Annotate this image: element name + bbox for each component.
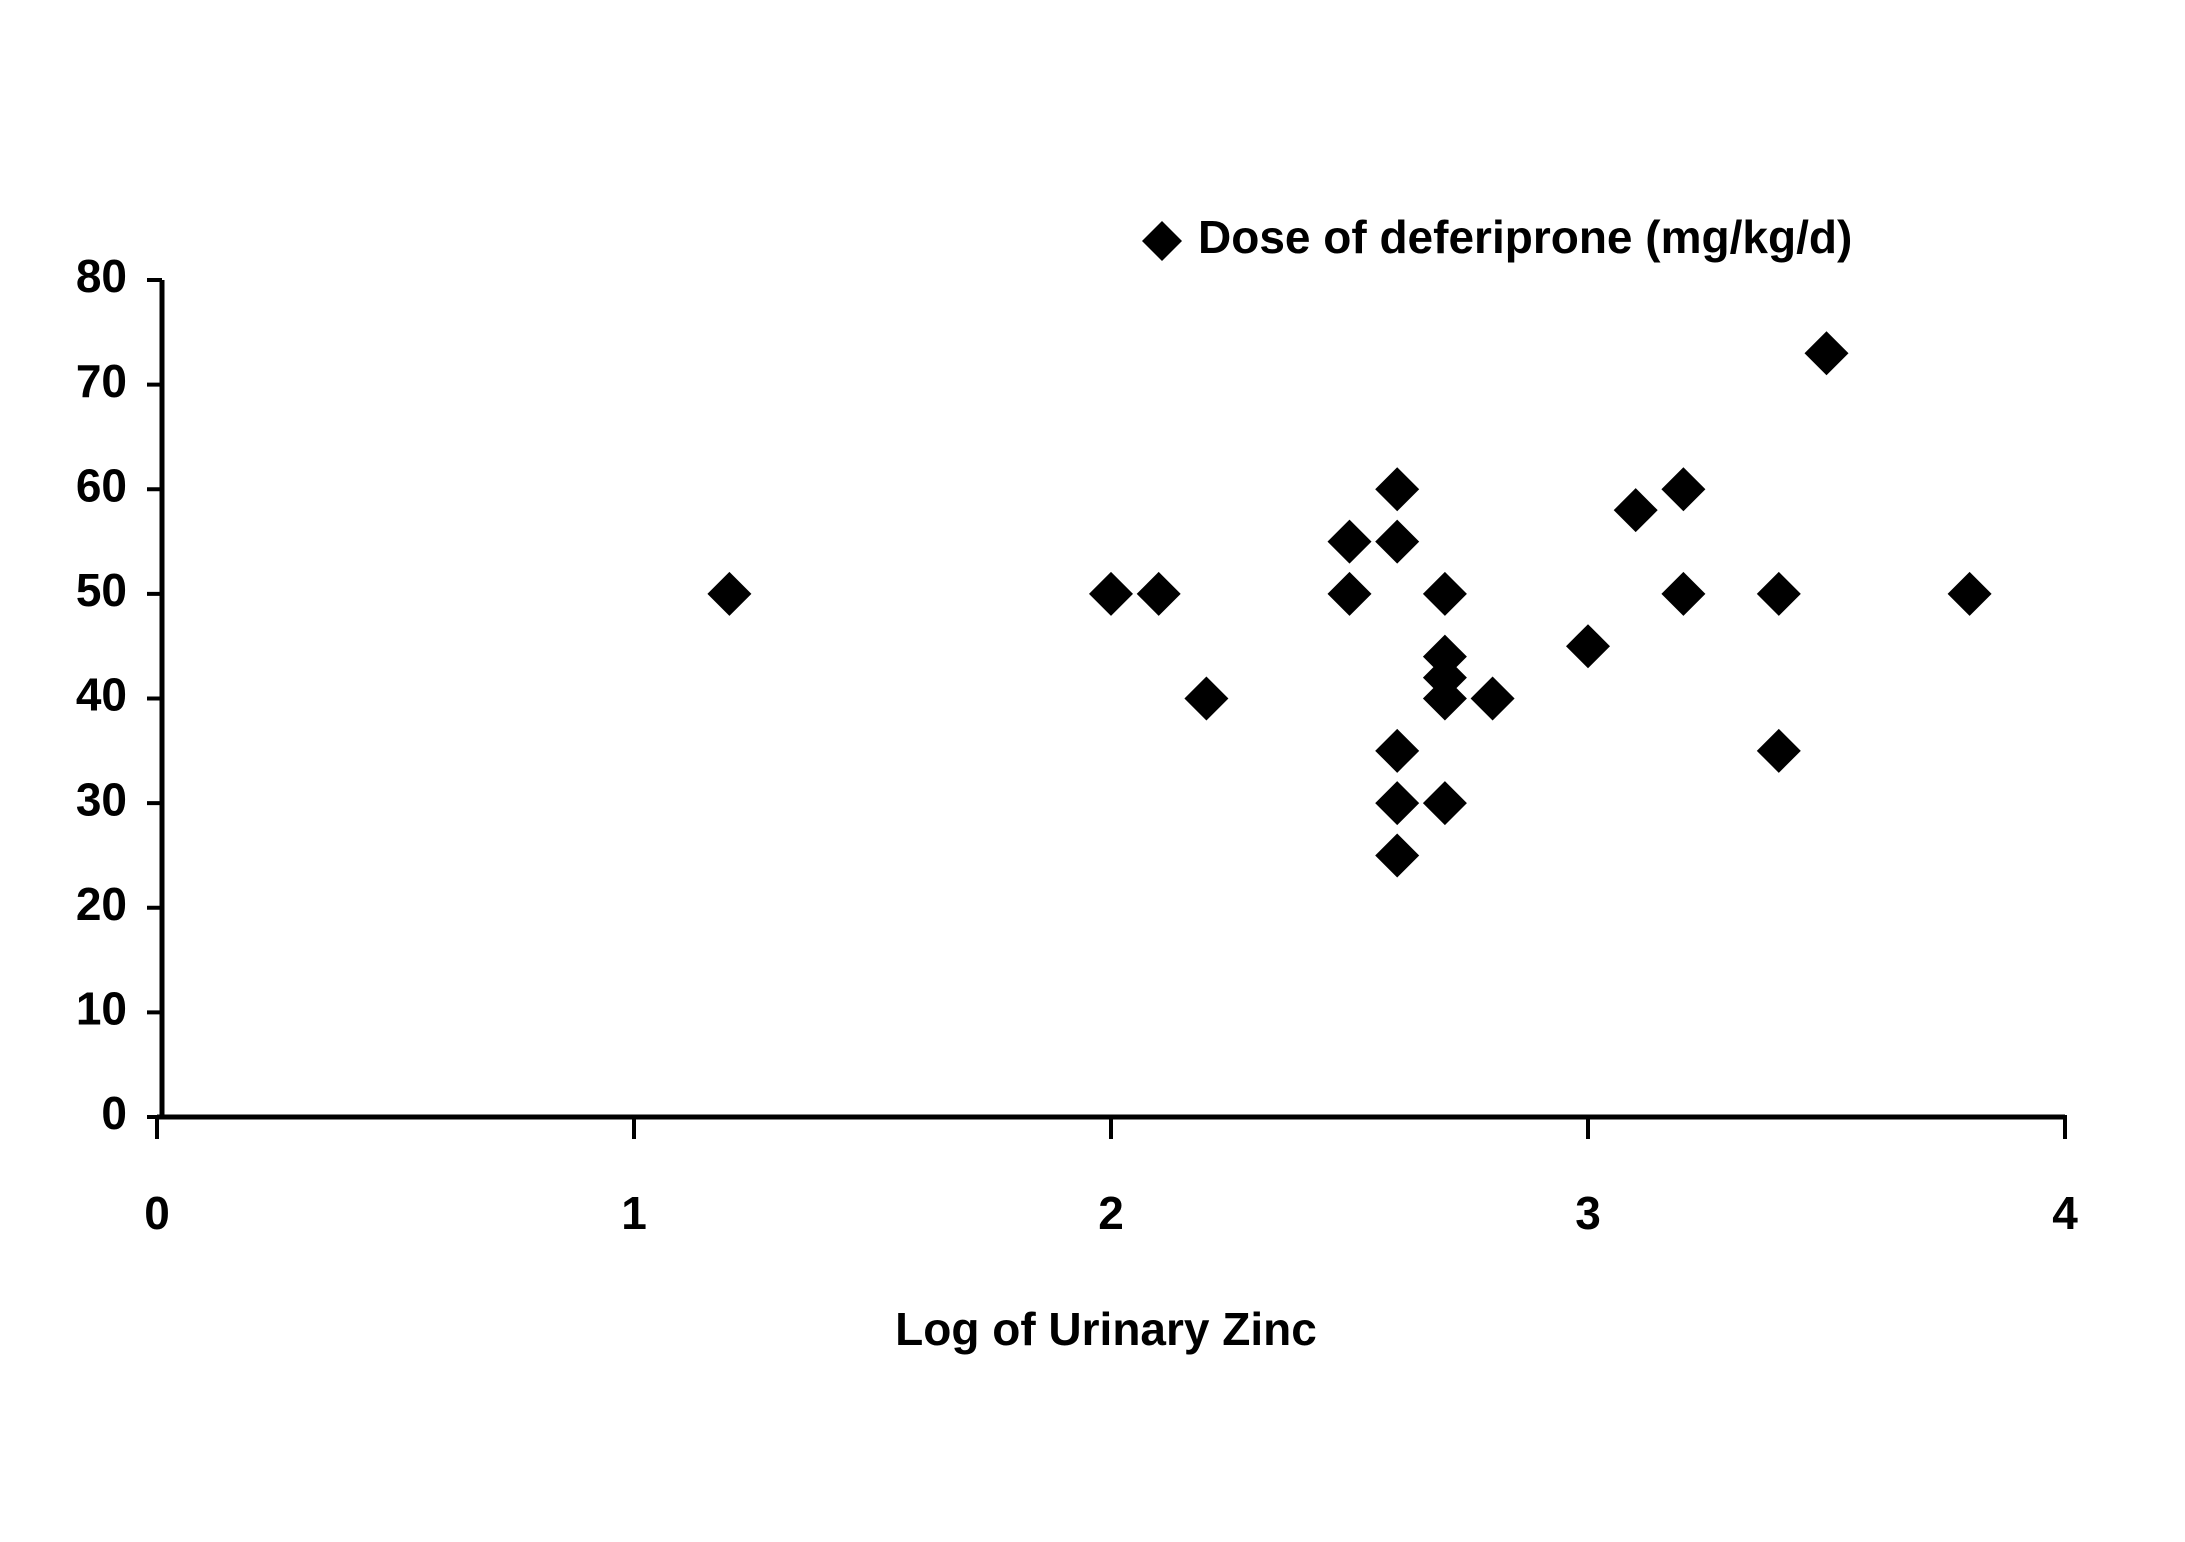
point xyxy=(1947,571,1992,616)
y-tick-label: 60 xyxy=(76,459,127,511)
point xyxy=(1327,519,1372,564)
y-tick-label: 70 xyxy=(76,355,127,407)
point xyxy=(1422,676,1467,721)
point xyxy=(1470,676,1515,721)
point xyxy=(1136,571,1181,616)
y-tick-label: 0 xyxy=(101,1087,127,1139)
x-tick-label: 4 xyxy=(2052,1187,2078,1239)
point xyxy=(1756,728,1801,773)
legend-marker xyxy=(1142,221,1182,261)
point xyxy=(1613,488,1658,533)
point xyxy=(1422,571,1467,616)
point xyxy=(1661,467,1706,512)
point xyxy=(1756,571,1801,616)
point xyxy=(1375,519,1420,564)
point xyxy=(707,571,752,616)
y-tick-label: 10 xyxy=(76,983,127,1035)
y-tick-label: 50 xyxy=(76,564,127,616)
x-tick-label: 0 xyxy=(144,1187,170,1239)
y-tick-label: 30 xyxy=(76,773,127,825)
y-tick-label: 20 xyxy=(76,878,127,930)
x-tick-label: 1 xyxy=(621,1187,647,1239)
x-tick-label: 2 xyxy=(1098,1187,1124,1239)
point xyxy=(1184,676,1229,721)
point xyxy=(1375,467,1420,512)
x-axis-label: Log of Urinary Zinc xyxy=(895,1303,1317,1355)
point xyxy=(1804,331,1849,376)
legend-label: Dose of deferiprone (mg/kg/d) xyxy=(1198,211,1852,263)
point xyxy=(1327,571,1372,616)
point xyxy=(1422,781,1467,826)
point xyxy=(1566,624,1610,669)
point xyxy=(1375,833,1420,878)
y-tick-label: 40 xyxy=(76,669,127,721)
point xyxy=(1375,781,1420,826)
y-tick-label: 80 xyxy=(76,250,127,302)
point xyxy=(1089,571,1133,616)
point xyxy=(1661,571,1706,616)
point xyxy=(1375,728,1420,773)
x-tick-label: 3 xyxy=(1575,1187,1601,1239)
